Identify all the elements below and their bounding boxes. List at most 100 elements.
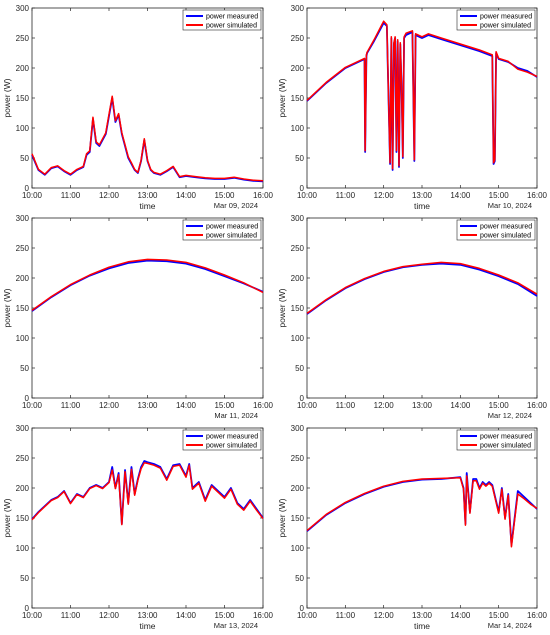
x-tick-label: 11:00 — [336, 611, 356, 620]
y-tick-label: 300 — [291, 214, 305, 223]
legend-label: power simulated — [206, 233, 257, 240]
series-line-simulated — [306, 475, 538, 548]
y-tick-label: 0 — [300, 184, 305, 193]
x-tick-label: 10:00 — [22, 191, 43, 200]
legend-label: power measured — [480, 224, 532, 231]
x-tick-label: 16:00 — [253, 611, 274, 620]
x-tick-label: 10:00 — [22, 611, 43, 620]
y-axis-label: power (W) — [277, 288, 287, 327]
y-tick-label: 0 — [25, 394, 30, 403]
y-tick-label: 300 — [291, 424, 305, 433]
legend-label: power simulated — [480, 443, 531, 450]
y-tick-label: 50 — [20, 154, 29, 163]
y-tick-label: 150 — [16, 94, 30, 103]
y-tick-label: 300 — [16, 4, 30, 13]
legend: power measured power simulated — [456, 219, 536, 241]
x-tick-label: 14:00 — [450, 611, 471, 620]
chart-panel-3: 0 50 100 150 200 250 300 10:00 11:00 12:00 13:00 14… — [2, 214, 274, 420]
x-tick-label: 14:00 — [450, 401, 471, 410]
y-tick-label: 250 — [16, 454, 30, 463]
x-tick-label: 14:00 — [176, 611, 197, 620]
x-tick-label: 12:00 — [99, 191, 120, 200]
legend-label: power simulated — [480, 23, 531, 30]
y-tick-label: 150 — [16, 304, 30, 313]
y-tick-label: 300 — [16, 214, 30, 223]
legend-label: power measured — [480, 434, 532, 441]
x-tick-label: 13:00 — [137, 611, 158, 620]
x-tick-label: 16:00 — [253, 401, 274, 410]
legend: power measured power simulated — [456, 9, 536, 31]
date-label: Mar 12, 2024 — [488, 411, 532, 420]
x-tick-label: 10:00 — [297, 611, 318, 620]
plot-area — [306, 7, 538, 189]
plot-area — [306, 217, 538, 399]
y-tick-label: 50 — [295, 154, 304, 163]
legend-label: power measured — [206, 224, 258, 231]
chart-panel-5: 0 50 100 150 200 250 300 10:00 11:00 12:00 13:00 14… — [2, 424, 274, 631]
y-tick-label: 100 — [291, 544, 305, 553]
x-tick-label: 15:00 — [214, 191, 235, 200]
series-line-simulated — [31, 95, 264, 182]
x-tick-label: 15:00 — [489, 191, 510, 200]
series-line-simulated — [306, 20, 538, 170]
series-line-simulated — [31, 258, 264, 312]
legend-label: power measured — [206, 14, 258, 21]
series-line-simulated — [306, 261, 538, 315]
legend: power measured power simulated — [182, 219, 262, 241]
x-tick-label: 13:00 — [137, 401, 158, 410]
x-tick-label: 15:00 — [214, 611, 235, 620]
x-tick-label: 10:00 — [297, 191, 318, 200]
x-axis-label: time — [414, 201, 430, 211]
x-tick-label: 14:00 — [176, 191, 197, 200]
legend: power measured power simulated — [182, 9, 262, 31]
x-tick-label: 13:00 — [412, 401, 433, 410]
y-tick-label: 100 — [16, 124, 30, 133]
legend-label: power simulated — [206, 23, 257, 30]
y-axis-label: power (W) — [277, 498, 287, 537]
y-axis-label: power (W) — [2, 288, 12, 327]
y-tick-label: 50 — [295, 364, 304, 373]
x-tick-label: 11:00 — [61, 191, 81, 200]
y-axis-label: power (W) — [277, 78, 287, 117]
series-line-simulated — [31, 462, 264, 526]
plot-area — [306, 427, 538, 609]
y-tick-label: 100 — [16, 334, 30, 343]
y-tick-label: 50 — [20, 574, 29, 583]
y-axis-label: power (W) — [2, 498, 12, 537]
y-tick-label: 200 — [16, 484, 30, 493]
x-tick-label: 16:00 — [527, 611, 548, 620]
legend-label: power measured — [480, 14, 532, 21]
x-tick-label: 13:00 — [412, 191, 433, 200]
legend: power measured power simulated — [456, 429, 536, 451]
legend-label: power simulated — [480, 233, 531, 240]
date-label: Mar 11, 2024 — [214, 411, 258, 420]
x-tick-label: 15:00 — [489, 611, 510, 620]
date-label: Mar 13, 2024 — [214, 621, 258, 630]
x-tick-label: 13:00 — [137, 191, 158, 200]
y-tick-label: 150 — [291, 304, 305, 313]
x-tick-label: 16:00 — [527, 401, 548, 410]
y-tick-label: 100 — [291, 334, 305, 343]
x-tick-label: 10:00 — [297, 401, 318, 410]
date-label: Mar 10, 2024 — [488, 201, 532, 210]
y-tick-label: 300 — [16, 424, 30, 433]
legend: power measured power simulated — [182, 429, 262, 451]
y-tick-label: 200 — [16, 64, 30, 73]
y-tick-label: 0 — [300, 604, 305, 613]
plot-area — [31, 217, 264, 399]
x-tick-label: 12:00 — [374, 611, 395, 620]
date-label: Mar 14, 2024 — [488, 621, 532, 630]
x-axis-label: time — [139, 621, 155, 631]
x-tick-label: 12:00 — [374, 401, 395, 410]
y-tick-label: 250 — [291, 454, 305, 463]
y-tick-label: 0 — [300, 394, 305, 403]
x-tick-label: 13:00 — [412, 611, 433, 620]
plot-area — [31, 427, 264, 609]
x-tick-label: 16:00 — [527, 191, 548, 200]
y-tick-label: 200 — [16, 274, 30, 283]
x-tick-label: 12:00 — [99, 611, 120, 620]
y-axis-label: power (W) — [2, 78, 12, 117]
x-tick-label: 15:00 — [214, 401, 235, 410]
chart-panel-1: 0 50 100 150 200 250 300 10:00 11:00 12:00 13:00 14… — [2, 4, 274, 211]
